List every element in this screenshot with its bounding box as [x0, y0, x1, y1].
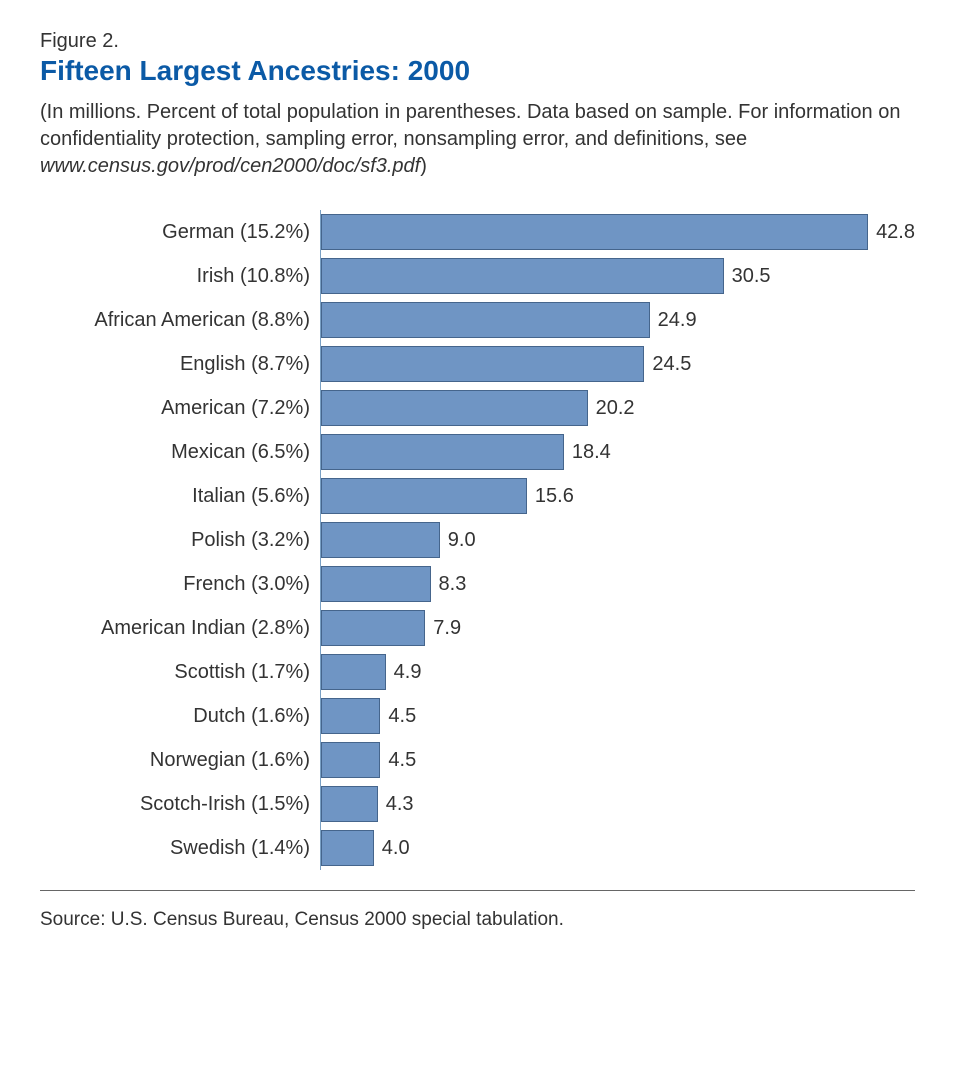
- bar-cell: 30.5: [320, 254, 915, 298]
- subtitle-text: (In millions. Percent of total populatio…: [40, 101, 900, 150]
- bar-row: Irish (10.8%) 30.5: [40, 254, 915, 298]
- value-label: 4.5: [388, 705, 416, 728]
- category-label: Mexican (6.5%): [40, 441, 320, 464]
- bar-cell: 42.8: [320, 210, 915, 254]
- bar-row: French (3.0%) 8.3: [40, 562, 915, 606]
- figure-label: Figure 2.: [40, 30, 915, 53]
- bar-cell: 9.0: [320, 518, 915, 562]
- subtitle-close: ): [420, 155, 427, 177]
- bar-row: Norwegian (1.6%) 4.5: [40, 738, 915, 782]
- source-text: Source: U.S. Census Bureau, Census 2000 …: [40, 909, 915, 931]
- value-label: 18.4: [572, 441, 611, 464]
- bar-row: Scotch-Irish (1.5%) 4.3: [40, 782, 915, 826]
- chart-subtitle: (In millions. Percent of total populatio…: [40, 99, 915, 180]
- bar-row: English (8.7%) 24.5: [40, 342, 915, 386]
- category-label: Norwegian (1.6%): [40, 749, 320, 772]
- bar-row: Polish (3.2%) 9.0: [40, 518, 915, 562]
- value-label: 20.2: [596, 397, 635, 420]
- bar-row: Dutch (1.6%) 4.5: [40, 694, 915, 738]
- category-label: German (15.2%): [40, 221, 320, 244]
- chart-title: Fifteen Largest Ancestries: 2000: [40, 55, 915, 87]
- value-label: 9.0: [448, 529, 476, 552]
- bar: [321, 522, 440, 558]
- category-label: Scotch-Irish (1.5%): [40, 793, 320, 816]
- value-label: 8.3: [439, 573, 467, 596]
- bar-row: American (7.2%) 20.2: [40, 386, 915, 430]
- category-label: American Indian (2.8%): [40, 617, 320, 640]
- bar: [321, 302, 650, 338]
- category-label: Dutch (1.6%): [40, 705, 320, 728]
- value-label: 42.8: [876, 221, 915, 244]
- bar-cell: 15.6: [320, 474, 915, 518]
- value-label: 4.9: [394, 661, 422, 684]
- bar-cell: 20.2: [320, 386, 915, 430]
- separator-rule: [40, 890, 915, 891]
- bar-cell: 4.3: [320, 782, 915, 826]
- bar-cell: 7.9: [320, 606, 915, 650]
- category-label: Irish (10.8%): [40, 265, 320, 288]
- bar: [321, 390, 588, 426]
- ancestry-bar-chart: German (15.2%) 42.8 Irish (10.8%) 30.5 Afric…: [40, 210, 915, 870]
- bar: [321, 478, 527, 514]
- value-label: 7.9: [433, 617, 461, 640]
- category-label: Italian (5.6%): [40, 485, 320, 508]
- bar-row: Italian (5.6%) 15.6: [40, 474, 915, 518]
- value-label: 4.5: [388, 749, 416, 772]
- bar: [321, 346, 644, 382]
- value-label: 4.3: [386, 793, 414, 816]
- category-label: English (8.7%): [40, 353, 320, 376]
- bar: [321, 258, 724, 294]
- category-label: Polish (3.2%): [40, 529, 320, 552]
- value-label: 24.5: [652, 353, 691, 376]
- value-label: 15.6: [535, 485, 574, 508]
- value-label: 30.5: [732, 265, 771, 288]
- bar: [321, 214, 868, 250]
- bar-cell: 24.5: [320, 342, 915, 386]
- bar: [321, 654, 386, 690]
- category-label: Swedish (1.4%): [40, 837, 320, 860]
- bar-row: German (15.2%) 42.8: [40, 210, 915, 254]
- bar-cell: 4.5: [320, 694, 915, 738]
- bar-row: Swedish (1.4%) 4.0: [40, 826, 915, 870]
- bar: [321, 742, 380, 778]
- bar-cell: 4.9: [320, 650, 915, 694]
- bar-cell: 18.4: [320, 430, 915, 474]
- bar: [321, 566, 431, 602]
- bar-cell: 24.9: [320, 298, 915, 342]
- subtitle-url: www.census.gov/prod/cen2000/doc/sf3.pdf: [40, 155, 420, 177]
- category-label: African American (8.8%): [40, 309, 320, 332]
- bar-row: Mexican (6.5%) 18.4: [40, 430, 915, 474]
- value-label: 4.0: [382, 837, 410, 860]
- category-label: American (7.2%): [40, 397, 320, 420]
- bar-row: Scottish (1.7%) 4.9: [40, 650, 915, 694]
- bar: [321, 610, 425, 646]
- bar-cell: 4.5: [320, 738, 915, 782]
- bar-cell: 4.0: [320, 826, 915, 870]
- bar-cell: 8.3: [320, 562, 915, 606]
- bar: [321, 434, 564, 470]
- value-label: 24.9: [658, 309, 697, 332]
- bar-row: American Indian (2.8%) 7.9: [40, 606, 915, 650]
- category-label: French (3.0%): [40, 573, 320, 596]
- bar: [321, 830, 374, 866]
- bar-row: African American (8.8%) 24.9: [40, 298, 915, 342]
- bar: [321, 786, 378, 822]
- category-label: Scottish (1.7%): [40, 661, 320, 684]
- bar: [321, 698, 380, 734]
